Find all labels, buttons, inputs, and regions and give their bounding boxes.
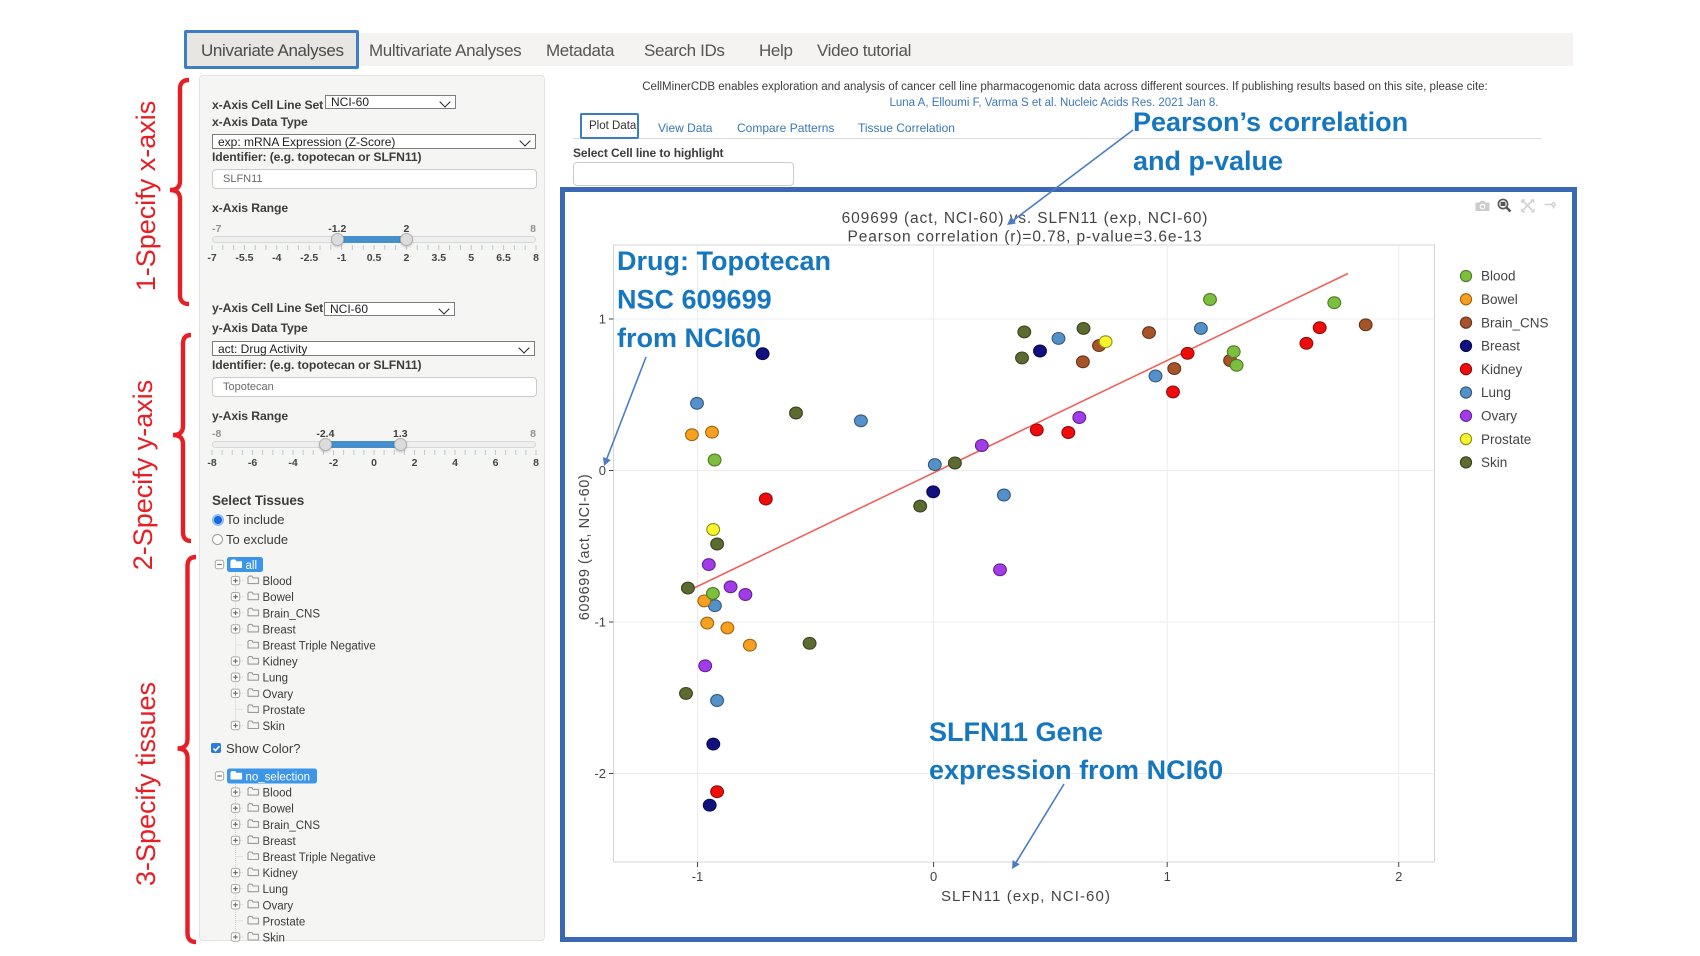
svg-text:2: 2 <box>1395 869 1402 884</box>
svg-text:1: 1 <box>599 312 606 327</box>
svg-text:Skin: Skin <box>1481 455 1507 470</box>
svg-text:Bowel: Bowel <box>263 592 294 604</box>
svg-text:Blood: Blood <box>1481 269 1516 284</box>
svg-text:Brain_CNS: Brain_CNS <box>263 820 321 832</box>
svg-text:Bowel: Bowel <box>1481 292 1518 307</box>
svg-text:Breast: Breast <box>263 836 297 848</box>
svg-text:Breast Triple Negative: Breast Triple Negative <box>263 641 376 653</box>
svg-text:Skin: Skin <box>263 721 285 733</box>
svg-text:2-Specify y-axis: 2-Specify y-axis <box>128 380 158 571</box>
svg-text:Prostate: Prostate <box>263 705 306 717</box>
svg-text:3-Specify tissues: 3-Specify tissues <box>131 682 161 886</box>
svg-text:Blood: Blood <box>263 576 292 588</box>
svg-text:Pearson correlation (r)=0.78,: Pearson correlation (r)=0.78, p-value=3.… <box>848 229 1203 246</box>
svg-text:Prostate: Prostate <box>1481 432 1531 447</box>
svg-text:Breast Triple Negative: Breast Triple Negative <box>263 852 376 864</box>
svg-text:609699 (act, NCI-60) vs. SLFN1: 609699 (act, NCI-60) vs. SLFN11 (exp, NC… <box>842 210 1209 227</box>
svg-text:no_selection: no_selection <box>246 772 311 784</box>
svg-text:Brain_CNS: Brain_CNS <box>1481 315 1549 330</box>
svg-text:Kidney: Kidney <box>263 657 298 669</box>
svg-text:Ovary: Ovary <box>263 900 294 912</box>
svg-text:SLFN11 Gene: SLFN11 Gene <box>929 717 1103 747</box>
svg-text:Ovary: Ovary <box>1481 409 1517 424</box>
svg-text:Lung: Lung <box>263 884 289 896</box>
svg-text:Skin: Skin <box>263 933 285 945</box>
svg-text:Kidney: Kidney <box>1481 362 1523 377</box>
svg-text:Lung: Lung <box>263 673 289 685</box>
svg-text:SLFN11 (exp, NCI-60): SLFN11 (exp, NCI-60) <box>941 888 1111 905</box>
svg-text:1-Specify x-axis: 1-Specify x-axis <box>131 101 161 292</box>
svg-text:609699 (act, NCI-60): 609699 (act, NCI-60) <box>577 474 593 620</box>
svg-text:Pearson’s correlation: Pearson’s correlation <box>1133 107 1408 137</box>
svg-text:Breast: Breast <box>1481 339 1520 354</box>
svg-text:-2: -2 <box>594 766 606 781</box>
svg-text:and p-value: and p-value <box>1133 146 1283 176</box>
svg-text:Drug: Topotecan: Drug: Topotecan <box>617 246 831 276</box>
svg-text:all: all <box>246 560 258 572</box>
svg-text:-1: -1 <box>692 869 704 884</box>
svg-text:from NCI60: from NCI60 <box>617 323 761 353</box>
svg-text:0: 0 <box>930 869 937 884</box>
svg-text:Lung: Lung <box>1481 385 1511 400</box>
svg-text:Breast: Breast <box>263 624 297 636</box>
svg-text:Prostate: Prostate <box>263 916 306 928</box>
svg-text:Kidney: Kidney <box>263 868 298 880</box>
svg-text:0: 0 <box>599 463 606 478</box>
svg-text:Blood: Blood <box>263 788 292 800</box>
svg-text:expression from NCI60: expression from NCI60 <box>929 755 1223 785</box>
svg-text:Ovary: Ovary <box>263 689 294 701</box>
svg-text:NSC 609699: NSC 609699 <box>617 285 772 315</box>
svg-text:Bowel: Bowel <box>263 804 294 816</box>
svg-text:1: 1 <box>1164 869 1171 884</box>
svg-text:-1: -1 <box>594 615 606 630</box>
svg-text:Brain_CNS: Brain_CNS <box>263 608 321 620</box>
